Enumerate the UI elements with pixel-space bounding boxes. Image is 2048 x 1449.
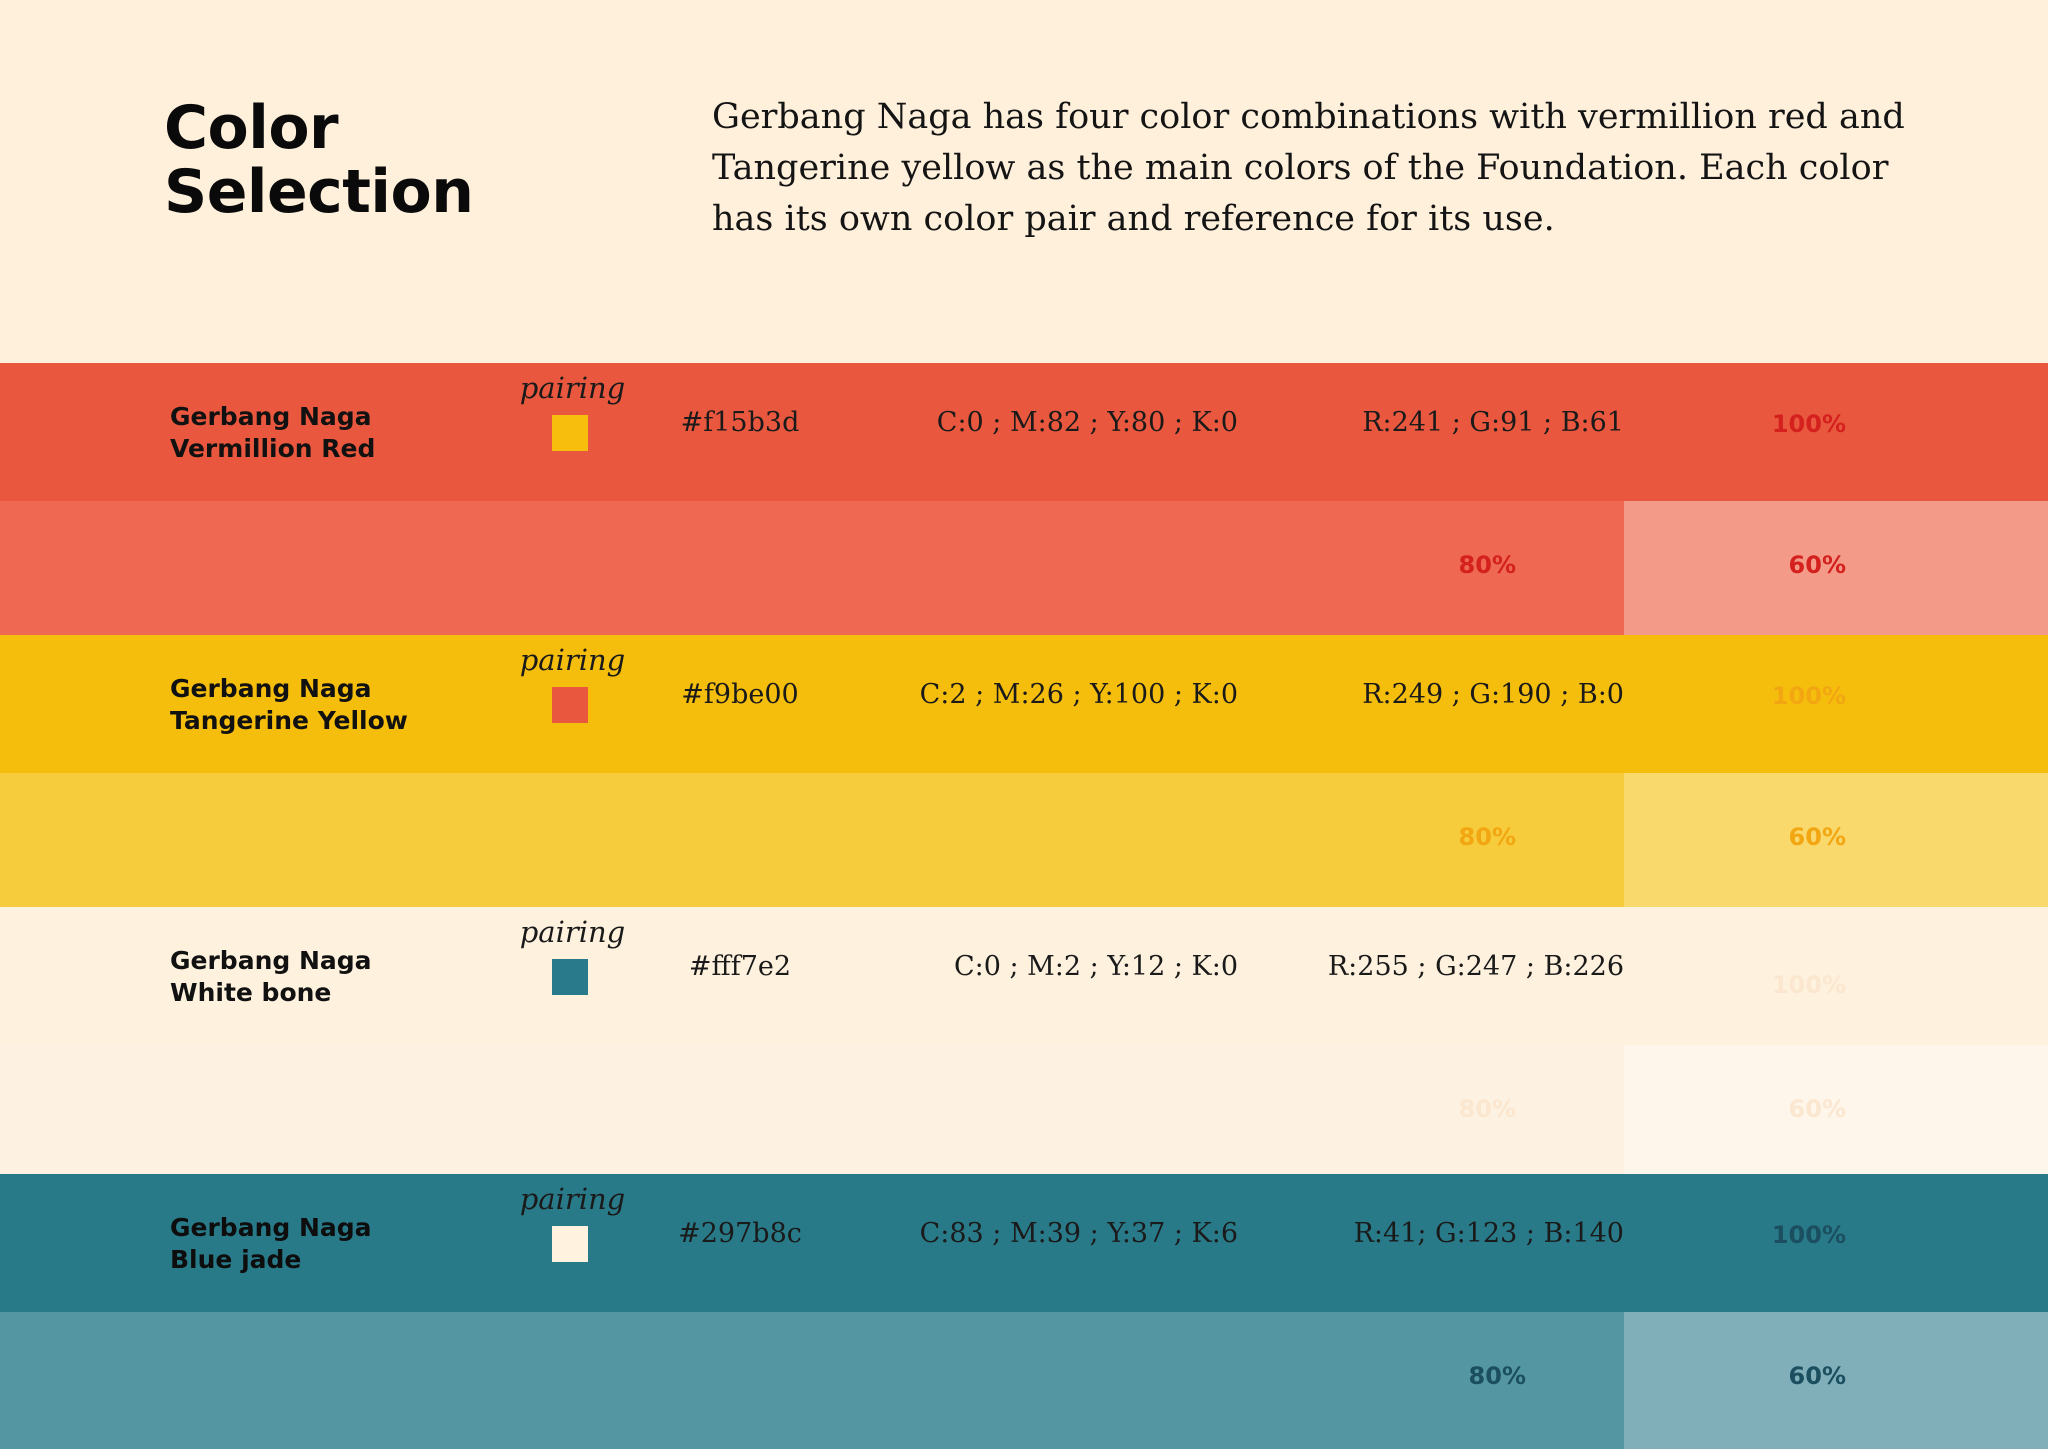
tint-60-block bbox=[1624, 1312, 2048, 1449]
pairing-label: pairing bbox=[519, 1182, 626, 1216]
pairing-swatch bbox=[552, 415, 588, 451]
color-row-tangerine-yellow: Gerbang Naga Tangerine Yellow pairing #f… bbox=[0, 635, 2048, 773]
intro-paragraph: Gerbang Naga has four color combinations… bbox=[712, 97, 1905, 239]
tint-100-label: 100% bbox=[1771, 971, 1846, 999]
color-name-line-2: Tangerine Yellow bbox=[170, 706, 408, 735]
tint-60-block bbox=[1624, 1045, 2048, 1179]
tint-row-vermillion-red: 80% 60% bbox=[0, 501, 2048, 635]
title-line-2: Selection bbox=[164, 157, 474, 227]
cmyk-values: C:2 ; M:26 ; Y:100 ; K:0 bbox=[919, 679, 1238, 710]
rgb-values: R:255 ; G:247 ; B:226 bbox=[1327, 951, 1624, 982]
tint-60-block bbox=[1624, 773, 2048, 907]
tint-80-block bbox=[0, 1312, 1624, 1449]
page-title: Color Selection bbox=[164, 93, 474, 227]
tint-80-block bbox=[0, 501, 1624, 635]
tint-row-tangerine-yellow: 80% 60% bbox=[0, 773, 2048, 907]
tint-60-label: 60% bbox=[1788, 1362, 1846, 1390]
hex-code: #f9be00 bbox=[681, 679, 799, 710]
color-name: Gerbang Naga Tangerine Yellow bbox=[170, 673, 408, 737]
tint-80-label: 80% bbox=[1458, 551, 1516, 579]
color-name-line-1: Gerbang Naga bbox=[170, 1213, 372, 1242]
color-name-line-1: Gerbang Naga bbox=[170, 402, 372, 431]
pairing-label: pairing bbox=[519, 371, 626, 405]
tint-row-blue-jade: 80% 60% bbox=[0, 1312, 2048, 1449]
tint-60-label: 60% bbox=[1788, 823, 1846, 851]
color-name-line-1: Gerbang Naga bbox=[170, 674, 372, 703]
hex-code: #fff7e2 bbox=[688, 951, 792, 982]
tint-80-block bbox=[0, 773, 1624, 907]
title-line-1: Color bbox=[164, 93, 339, 163]
rgb-values: R:241 ; G:91 ; B:61 bbox=[1362, 407, 1624, 438]
color-row-vermillion-red: Gerbang Naga Vermillion Red pairing #f15… bbox=[0, 363, 2048, 501]
tint-row-white-bone: 80% 60% bbox=[0, 1045, 2048, 1179]
color-name: Gerbang Naga White bone bbox=[170, 945, 372, 1009]
tint-80-label: 80% bbox=[1458, 823, 1516, 851]
rgb-values: R:249 ; G:190 ; B:0 bbox=[1362, 679, 1624, 710]
hex-code: #297b8c bbox=[678, 1218, 802, 1249]
pairing-label: pairing bbox=[519, 915, 626, 949]
color-name: Gerbang Naga Vermillion Red bbox=[170, 401, 375, 465]
pairing-swatch bbox=[552, 959, 588, 995]
tint-80-label: 80% bbox=[1468, 1362, 1526, 1390]
color-name-line-2: Blue jade bbox=[170, 1245, 302, 1274]
pairing-swatch bbox=[552, 1226, 588, 1262]
tint-100-label: 100% bbox=[1771, 1221, 1846, 1249]
color-row-blue-jade: Gerbang Naga Blue jade pairing #297b8c C… bbox=[0, 1174, 2048, 1312]
cmyk-values: C:83 ; M:39 ; Y:37 ; K:6 bbox=[919, 1218, 1238, 1249]
pairing-label: pairing bbox=[519, 643, 626, 677]
tint-100-label: 100% bbox=[1771, 410, 1846, 438]
pairing-swatch bbox=[552, 687, 588, 723]
color-name: Gerbang Naga Blue jade bbox=[170, 1212, 372, 1276]
tint-100-label: 100% bbox=[1771, 682, 1846, 710]
color-row-white-bone: Gerbang Naga White bone pairing #fff7e2 … bbox=[0, 907, 2048, 1045]
tint-60-label: 60% bbox=[1788, 551, 1846, 579]
tint-80-block bbox=[0, 1045, 1624, 1179]
color-name-line-1: Gerbang Naga bbox=[170, 946, 372, 975]
cmyk-values: C:0 ; M:82 ; Y:80 ; K:0 bbox=[936, 407, 1238, 438]
tint-80-label: 80% bbox=[1458, 1095, 1516, 1123]
rgb-values: R:41; G:123 ; B:140 bbox=[1353, 1218, 1624, 1249]
hex-code: #f15b3d bbox=[680, 407, 800, 438]
color-name-line-2: White bone bbox=[170, 978, 332, 1007]
color-name-line-2: Vermillion Red bbox=[170, 434, 376, 463]
cmyk-values: C:0 ; M:2 ; Y:12 ; K:0 bbox=[953, 951, 1238, 982]
tint-60-label: 60% bbox=[1788, 1095, 1846, 1123]
tint-60-block bbox=[1624, 501, 2048, 635]
